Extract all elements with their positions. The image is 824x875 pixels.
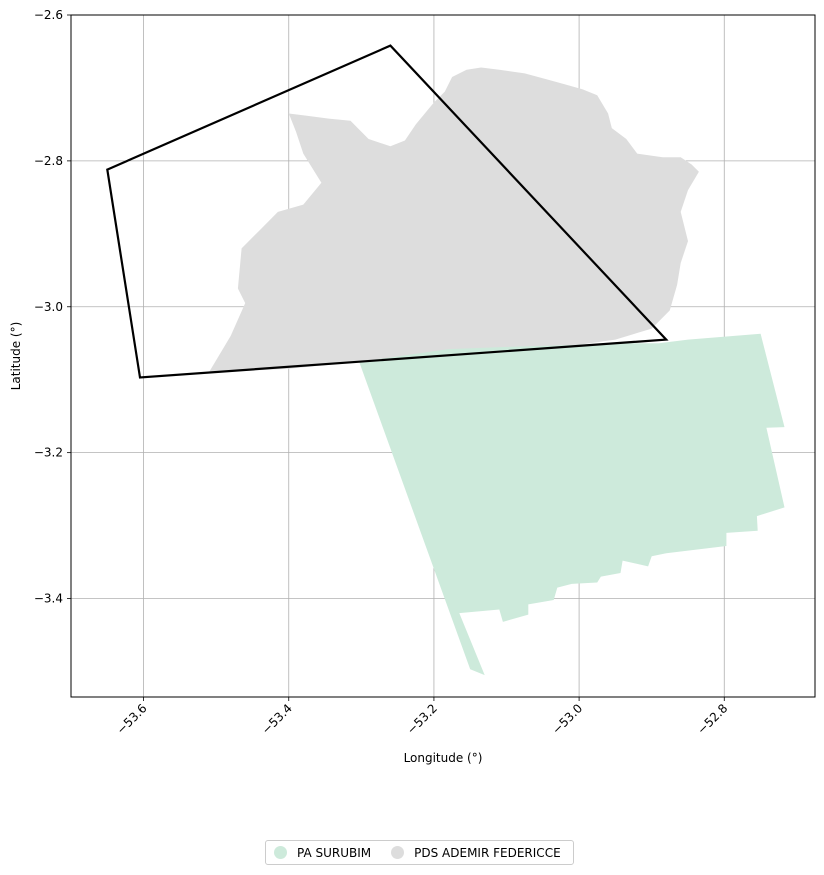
y-tick-label: −3.0 [34, 300, 63, 314]
y-tick-label: −2.6 [34, 8, 63, 22]
polygon-layers [208, 67, 785, 676]
boundary-outline [106, 44, 669, 379]
plot-frame [70, 14, 816, 698]
x-axis-ticks: −53.6 −53.4 −53.2 −53.0 −52.8 [114, 697, 730, 737]
y-tick-label: −3.2 [34, 446, 63, 460]
y-axis-ticks: −2.6 −2.8 −3.0 −3.2 −3.4 [34, 8, 71, 606]
y-tick-label: −2.8 [34, 154, 63, 168]
polygon-pds-ademir-federicce [208, 67, 699, 373]
legend-item-pds-ademir-federicce: PDS ADEMIR FEDERICCE [391, 846, 561, 860]
x-tick-label: −52.8 [694, 701, 730, 737]
x-tick-label: −53.0 [549, 701, 585, 737]
legend-swatch [391, 846, 405, 859]
x-tick-label: −53.6 [114, 701, 150, 737]
x-tick-label: −53.2 [404, 701, 440, 737]
y-tick-label: −3.4 [34, 592, 63, 606]
x-axis-label: Longitude (°) [404, 751, 483, 765]
legend-label: PA SURUBIM [297, 845, 372, 860]
legend-label: PDS ADEMIR FEDERICCE [414, 845, 561, 860]
polygon-pa-surubim [357, 333, 785, 676]
legend: PA SURUBIM PDS ADEMIR FEDERICCE [265, 840, 574, 865]
y-axis-label: Latitude (°) [9, 322, 23, 391]
legend-swatch [274, 846, 287, 859]
legend-item-pa-surubim: PA SURUBIM [274, 846, 371, 860]
area-of-interest-outline [106, 44, 669, 379]
x-tick-label: −53.4 [259, 701, 295, 737]
